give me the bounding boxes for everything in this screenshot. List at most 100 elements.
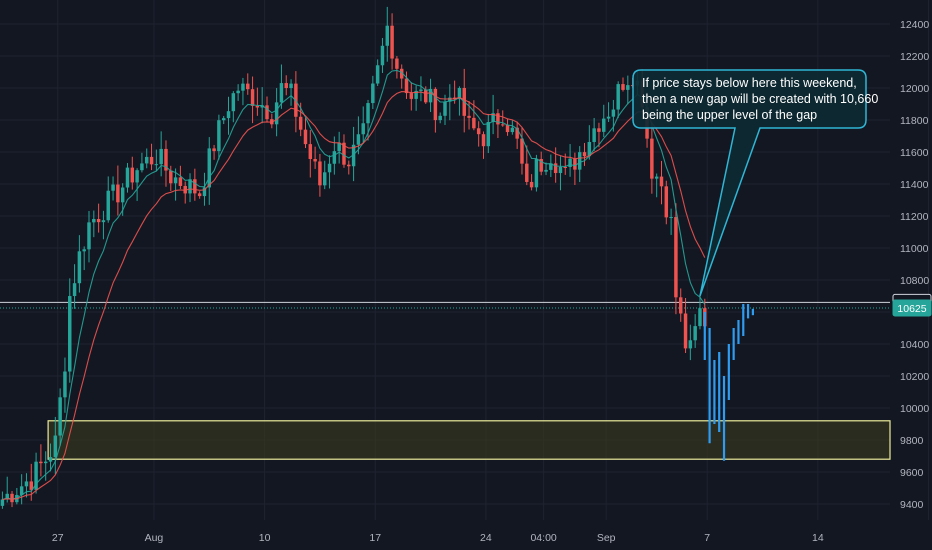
candle-body (188, 179, 192, 194)
ma-fast-line (2, 69, 706, 501)
candle-body (236, 90, 240, 94)
candle-body (577, 152, 582, 170)
candle-body (140, 163, 144, 171)
candle-body (43, 461, 48, 464)
support-zone-layer (47, 420, 891, 460)
candle-body (0, 499, 5, 506)
candle-body (226, 111, 231, 119)
x-tick-label: Aug (145, 532, 164, 544)
y-tick-label: 10000 (900, 403, 929, 415)
ma-slow-line (2, 91, 706, 501)
candle-body (39, 461, 43, 464)
candle-body (467, 115, 471, 118)
y-tick-label: 11200 (900, 211, 929, 223)
price-tags: 1066010625 (892, 293, 932, 317)
candle-body (106, 190, 110, 221)
x-tick-label: 24 (480, 532, 492, 544)
candle-body (582, 152, 587, 157)
candle-body (77, 251, 82, 284)
x-tick-label: 04:00 (530, 532, 556, 544)
x-tick-label: 27 (52, 532, 64, 544)
annotation-line-2: then a new gap will be created with 10,6… (642, 92, 878, 106)
annotation-line-1: If price stays below here this weekend, (642, 76, 857, 90)
candle-body (120, 187, 125, 203)
candle-body (10, 493, 14, 503)
y-tick-label: 10800 (900, 275, 929, 287)
candle-body (29, 481, 34, 490)
candle-body (308, 144, 313, 159)
candle-body (356, 134, 361, 145)
candle-body (587, 141, 592, 157)
candle-body (221, 118, 226, 121)
candle-body (563, 166, 568, 168)
candle-body (573, 158, 577, 170)
candle-body (164, 148, 168, 171)
candle-body (693, 326, 697, 341)
candle-body (380, 45, 385, 66)
candle-body (659, 176, 664, 187)
candle-body (664, 186, 669, 218)
candle-body (53, 435, 58, 458)
candle-body (351, 144, 356, 167)
candle-body (626, 85, 630, 90)
candle-body (63, 371, 67, 398)
candle-body (515, 127, 519, 139)
candle-body (337, 142, 341, 152)
candle-body (298, 116, 303, 130)
candle-body (683, 313, 688, 349)
support-zone (47, 420, 891, 460)
candle-body (197, 193, 202, 197)
candle-body (58, 397, 62, 436)
candle-body (303, 129, 308, 145)
candle-body (193, 179, 197, 194)
candle-body (149, 156, 154, 165)
y-tick-label: 10200 (900, 371, 929, 383)
candle-body (361, 123, 365, 135)
candle-body (207, 148, 212, 188)
y-tick-label: 11600 (900, 147, 929, 159)
candle-body (385, 25, 390, 46)
candle-body (217, 120, 221, 152)
candle-body (510, 127, 515, 133)
current-price-tag (892, 299, 932, 317)
annotation-callout (632, 69, 867, 297)
candle-body (347, 164, 351, 167)
candle-body (496, 113, 500, 125)
candle-body (419, 89, 423, 91)
candle-body (505, 124, 510, 133)
y-tick-label: 11800 (900, 115, 929, 127)
x-tick-label: 17 (369, 532, 381, 544)
candle-body (371, 83, 375, 104)
y-tick-label: 12000 (900, 83, 929, 95)
moving-averages-layer (2, 69, 706, 501)
candle-body (101, 220, 106, 223)
x-axis: 27 Aug 10 17 24 04:00 Sep 7 14 (52, 532, 824, 544)
candle-body (169, 170, 173, 184)
candle-body (424, 89, 428, 103)
candle-body (19, 486, 24, 495)
candle-body (472, 117, 476, 129)
candle-body (448, 97, 452, 102)
candle-body (457, 87, 462, 100)
y-tick-label: 12400 (900, 19, 929, 31)
candle-body (159, 148, 163, 165)
candle-body (476, 128, 481, 135)
x-tick-label: Sep (597, 532, 616, 544)
candle-body (611, 109, 616, 117)
candle-body (255, 105, 260, 108)
candle-body (409, 93, 414, 99)
candle-body (491, 113, 495, 123)
candle-body (82, 249, 86, 252)
candle-body (241, 83, 245, 91)
level-layer (0, 301, 890, 309)
candle-body (698, 308, 702, 327)
projection-layer (703, 304, 754, 461)
candle-body (130, 167, 135, 183)
candle-body (428, 88, 433, 103)
y-tick-label: 9800 (900, 435, 924, 447)
candle-body (48, 457, 53, 462)
y-tick-label: 9400 (900, 499, 924, 511)
candle-body (616, 84, 620, 110)
candle-body (500, 124, 505, 126)
